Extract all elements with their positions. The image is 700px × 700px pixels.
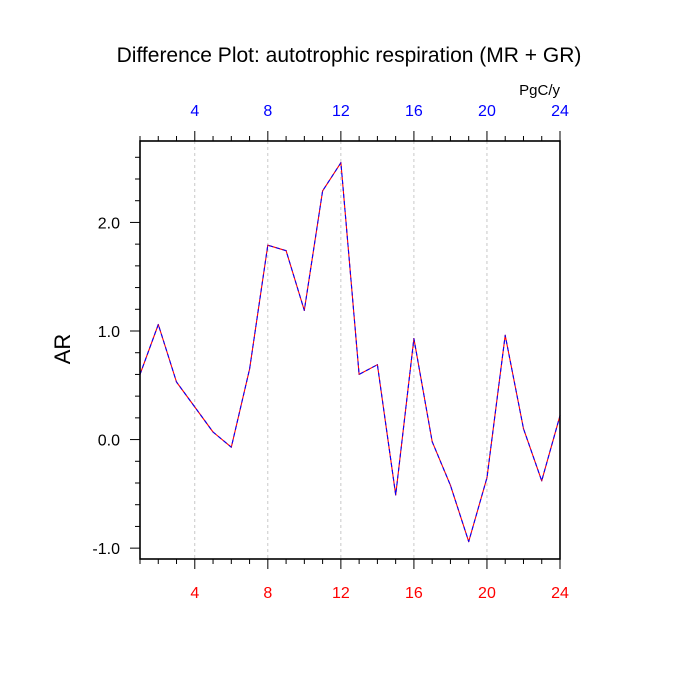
data-point [322, 190, 324, 192]
x-tick-label-top: 20 [478, 103, 496, 120]
data-point [175, 381, 178, 383]
data-point [248, 368, 251, 370]
y-axis-label: AR [50, 334, 75, 365]
data-point [522, 428, 525, 430]
y-tick-label: 0.0 [98, 433, 120, 450]
data-point [541, 480, 543, 482]
series [139, 162, 561, 543]
grid-lines [194, 141, 488, 559]
data-point [285, 250, 287, 252]
y-tick-label: -1.0 [92, 541, 120, 558]
data-point [267, 244, 269, 246]
data-point [212, 431, 214, 433]
data-point [157, 323, 159, 326]
tick-labels: 4 4 8 8 12 12 16 16 20 20 24 24 -1.0 0.0 1.0 2.0 [92, 103, 569, 602]
data-point [230, 446, 232, 448]
x-tick-label-top: 16 [405, 103, 423, 120]
x-tick-label-bottom: 4 [190, 585, 199, 602]
series-line [139, 162, 561, 543]
series-line-dashed [139, 162, 561, 543]
data-point [340, 162, 342, 164]
x-tick-label-bottom: 12 [332, 585, 350, 602]
y-tick-label: 2.0 [98, 215, 120, 232]
x-tick-label-top: 8 [263, 103, 272, 120]
data-point [468, 541, 470, 543]
x-tick-label-top: 4 [190, 103, 199, 120]
data-point [194, 406, 196, 408]
data-point [358, 373, 360, 376]
data-point [395, 494, 397, 496]
y-tick-label: 1.0 [98, 324, 120, 341]
plot-frame [139, 140, 561, 560]
x-tick-label-top: 24 [551, 103, 569, 120]
data-point [449, 484, 452, 486]
data-point [303, 309, 305, 311]
x-tick-label-bottom: 20 [478, 585, 496, 602]
chart-title: Difference Plot: autotrophic respiration… [117, 44, 582, 67]
data-point [376, 364, 378, 366]
x-tick-label-bottom: 8 [263, 585, 272, 602]
data-point [431, 441, 433, 443]
x-tick-label-bottom: 16 [405, 585, 423, 602]
data-point [413, 338, 415, 340]
x-tick-label-top: 12 [332, 103, 350, 120]
units-label: PgC/y [519, 82, 560, 99]
ticks [130, 131, 561, 569]
data-point [504, 334, 506, 336]
data-point [486, 476, 488, 479]
x-tick-label-bottom: 24 [551, 585, 569, 602]
